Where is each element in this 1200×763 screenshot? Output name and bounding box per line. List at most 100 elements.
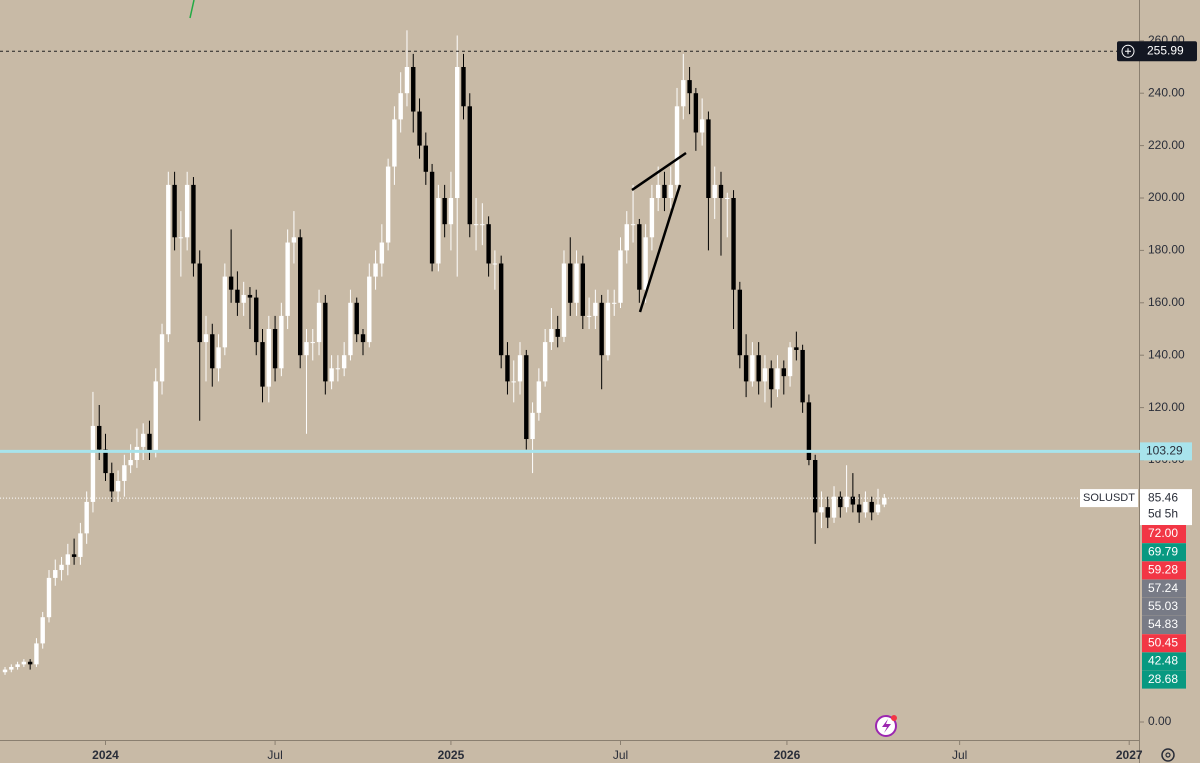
candle-body (65, 554, 71, 565)
candle-body (662, 184, 667, 198)
candle-body (260, 342, 265, 387)
indicator-label: 72.00 (1148, 526, 1178, 540)
candle-body (511, 381, 516, 383)
y-tick-label: 240.00 (1148, 85, 1185, 99)
drawing (189, 0, 195, 19)
candle-body (699, 119, 705, 133)
indicator-badge (1142, 634, 1186, 653)
candle-body (335, 368, 341, 370)
candle-body (536, 381, 542, 413)
hline-label: 103.29 (1146, 444, 1183, 458)
y-tick-label: 180.00 (1148, 243, 1185, 257)
candle-body (272, 328, 278, 369)
x-tick-label: Jul (267, 748, 282, 762)
x-tick-label: 2024 (92, 748, 119, 762)
candle-body (285, 242, 290, 316)
candle-body (674, 106, 680, 185)
crosshair-plus-sign (1125, 48, 1131, 55)
candle-body (693, 93, 699, 133)
candle-body (53, 570, 58, 578)
candle-body (561, 263, 567, 337)
candle-body (505, 355, 510, 382)
candle-body (191, 184, 196, 264)
candle-body (279, 315, 284, 369)
candle-body (574, 263, 579, 303)
x-tick-label: 2027 (1116, 748, 1143, 762)
trend-line (638, 184, 682, 313)
candle-body (398, 93, 403, 120)
candle-body (637, 224, 642, 290)
countdown-label: 5d 5h (1148, 506, 1178, 520)
candle-body (655, 184, 661, 198)
y-tick-label: 140.00 (1148, 347, 1185, 361)
candle-body (222, 276, 228, 348)
candle-body (461, 66, 466, 107)
indicator-badge (1142, 597, 1186, 616)
candle-body (203, 334, 209, 343)
candle-body (21, 661, 27, 665)
x-tick-label: Jul (613, 748, 628, 762)
candle-body (838, 496, 843, 508)
candle-body (555, 328, 560, 337)
candle-body (737, 289, 743, 356)
candle-body (762, 368, 768, 382)
candle-body (743, 355, 749, 382)
candle-body (668, 184, 673, 198)
settings-icon[interactable] (1161, 748, 1175, 762)
candle-body (593, 302, 598, 316)
candle-body (159, 334, 165, 382)
indicator-label: 42.48 (1148, 654, 1178, 668)
candle-body (473, 224, 479, 226)
candle-body (480, 224, 485, 226)
gear (1161, 748, 1175, 762)
candle-body (184, 184, 190, 238)
candle-body (498, 263, 504, 356)
x-tick-label: 2025 (438, 748, 465, 762)
candle-body (649, 197, 655, 238)
candle-body (624, 224, 629, 251)
candle-body (455, 66, 460, 198)
candle-body (46, 577, 52, 618)
candle-body (97, 425, 102, 450)
candle-body (618, 250, 623, 303)
last-price-badge (1140, 489, 1192, 526)
candle-body (568, 263, 573, 303)
indicator-badge (1142, 561, 1186, 580)
candle-body (436, 197, 441, 264)
candle-body (291, 237, 297, 243)
candle-body (147, 433, 152, 453)
candle-body (681, 80, 686, 107)
candle-body (819, 507, 824, 513)
candle-body (59, 564, 64, 571)
candle-body (882, 498, 887, 505)
candle-body (612, 302, 617, 304)
candle-body (128, 459, 133, 466)
candle-body (134, 446, 140, 460)
candle-body (373, 263, 378, 277)
crosshair-label: 255.99 (1147, 43, 1184, 57)
candle-body (90, 425, 96, 502)
hline-badge (1140, 442, 1192, 461)
indicator-badge (1142, 525, 1186, 543)
candle-body (27, 661, 33, 665)
candle-body (304, 342, 309, 356)
candle-body (542, 342, 548, 382)
x-tick-label: 2026 (774, 748, 801, 762)
replay-icon[interactable] (875, 715, 897, 737)
candle-body (115, 480, 121, 492)
candle-body (178, 237, 184, 239)
candle-body (787, 347, 793, 377)
indicator-label: 69.79 (1148, 544, 1178, 558)
candle-body (794, 347, 799, 350)
candle-body (825, 507, 830, 518)
candle-body (599, 302, 604, 356)
indicator-label: 55.03 (1148, 599, 1178, 613)
candle-body (109, 473, 114, 492)
candle-body (216, 347, 221, 369)
y-tick-label: 160.00 (1148, 295, 1185, 309)
candle-body (241, 294, 246, 303)
candle-body (172, 184, 177, 238)
candle-body (869, 501, 874, 513)
candle-body (423, 145, 429, 172)
